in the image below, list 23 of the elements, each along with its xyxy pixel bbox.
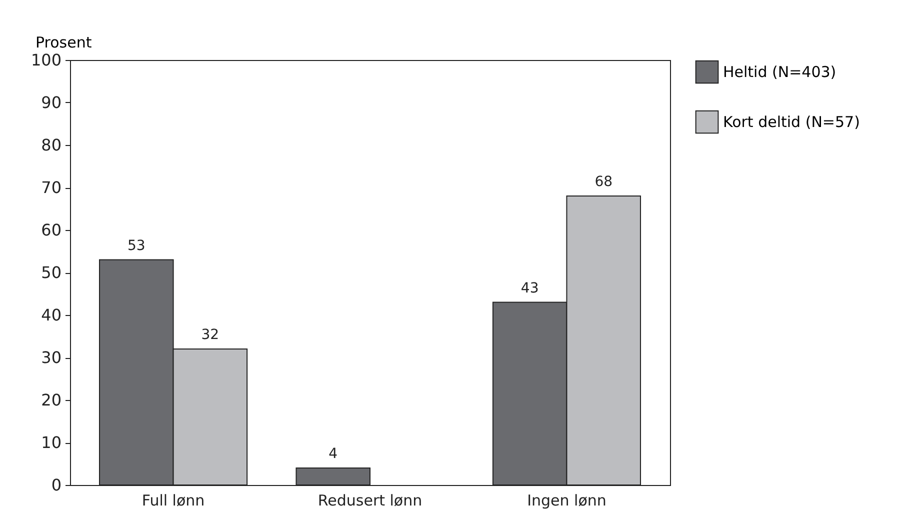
data-label: 68 (594, 174, 613, 190)
y-tick-label: 70 (41, 178, 62, 197)
data-label: 4 (328, 446, 338, 462)
y-tick-label: 90 (41, 93, 62, 112)
x-tick-label: Ingen lønn (527, 492, 606, 510)
legend-label: Heltid (N=403) (723, 63, 836, 81)
y-tick-label: 100 (30, 50, 62, 70)
bar (296, 468, 370, 486)
y-tick-label: 20 (41, 390, 62, 410)
y-tick-label: 80 (41, 136, 62, 154)
x-tick-label: Full lønn (142, 492, 205, 510)
y-tick-label: 40 (41, 306, 62, 324)
y-tick-label: 50 (41, 263, 62, 282)
x-tick-label: Redusert lønn (318, 492, 422, 510)
legend-label: Kort deltid (N=57) (723, 113, 860, 131)
data-label: 53 (127, 238, 146, 254)
data-label: 43 (520, 280, 539, 296)
y-tick-label: 0 (51, 476, 62, 494)
y-tick-label: 10 (41, 433, 62, 452)
y-tick-label: 30 (41, 348, 62, 367)
y-tick-label: 60 (41, 220, 62, 240)
y-axis-title: Prosent (36, 34, 92, 52)
data-label: 32 (201, 327, 220, 343)
